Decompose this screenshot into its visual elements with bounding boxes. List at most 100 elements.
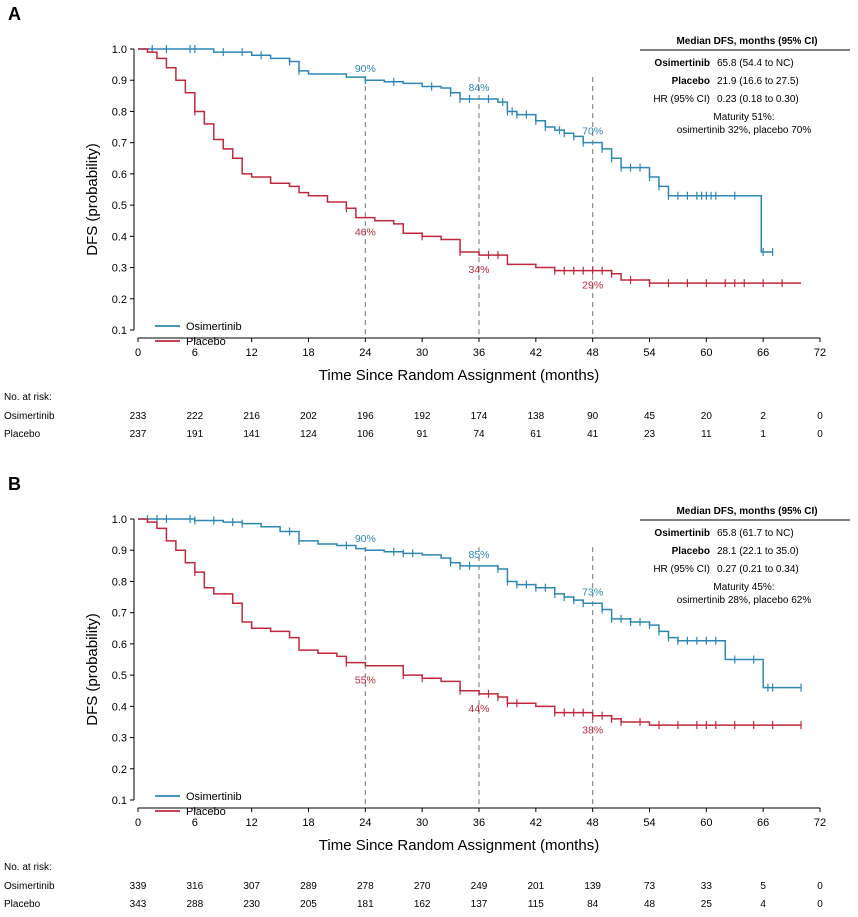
x-tick-label: 48 [587, 347, 599, 359]
risk-count: 33 [701, 881, 713, 892]
legend-label-placebo: Placebo [186, 336, 226, 348]
x-tick-label: 66 [757, 347, 769, 359]
y-tick-label: 0.8 [112, 576, 127, 588]
x-tick-label: 18 [302, 347, 314, 359]
risk-count: 84 [587, 899, 599, 910]
panel-b: B 0.1 0.2 0.3 0.4 0.5 0.6 0.7 0.8 0.9 1.0 0 6 12 18 24 3… [4, 474, 850, 910]
risk-count: 343 [130, 899, 147, 910]
risk-row-label: Placebo [4, 899, 41, 910]
x-tick-label: 72 [814, 347, 826, 359]
risk-count: 106 [357, 429, 374, 440]
y-tick-label: 0.7 [112, 608, 127, 620]
osimertinib-landmark-label: 90% [355, 63, 376, 75]
risk-count: 0 [817, 881, 823, 892]
risk-count: 316 [186, 881, 203, 892]
y-tick-label: 0.3 [112, 263, 127, 275]
y-tick-label: 0.9 [112, 545, 127, 557]
x-tick-label: 54 [643, 347, 655, 359]
x-tick-label: 0 [135, 347, 141, 359]
y-tick-label: 0.9 [112, 75, 127, 87]
x-tick-label: 60 [700, 347, 712, 359]
placebo-km-curve [138, 518, 802, 726]
risk-count: 278 [357, 881, 374, 892]
y-tick-label: 0.4 [112, 231, 127, 243]
risk-count: 289 [300, 881, 317, 892]
y-tick-label: 1.0 [112, 44, 127, 56]
risk-count: 73 [644, 881, 656, 892]
panel-letter: A [8, 4, 21, 24]
x-tick-label: 30 [416, 347, 428, 359]
x-tick-label: 66 [757, 817, 769, 829]
x-tick-label: 12 [246, 347, 258, 359]
x-axis-title: Time Since Random Assignment (months) [319, 367, 599, 384]
stats-header: Median DFS, months (95% CI) [676, 36, 817, 47]
stats-row-value: 65.8 (61.7 to NC) [717, 528, 794, 539]
x-tick-label: 60 [700, 817, 712, 829]
risk-count: 196 [357, 411, 374, 422]
x-tick-label: 0 [135, 817, 141, 829]
stats-row-label: HR (95% CI) [653, 94, 710, 105]
y-axis-title: DFS (probability) [84, 613, 101, 726]
x-tick-label: 72 [814, 817, 826, 829]
placebo-landmark-label: 55% [355, 675, 376, 687]
risk-count: 137 [471, 899, 488, 910]
osimertinib-landmark-label: 70% [582, 126, 603, 138]
y-tick-label: 0.3 [112, 733, 127, 745]
risk-count: 174 [471, 411, 488, 422]
stats-row-label: HR (95% CI) [653, 564, 710, 575]
risk-count: 2 [760, 411, 766, 422]
risk-count: 216 [243, 411, 260, 422]
maturity-detail: osimertinib 28%, placebo 62% [677, 595, 812, 606]
risk-count: 139 [584, 881, 601, 892]
x-tick-label: 42 [530, 817, 542, 829]
osimertinib-landmark-label: 73% [582, 586, 603, 598]
risk-count: 0 [817, 429, 823, 440]
x-tick-label: 24 [359, 347, 371, 359]
risk-count: 307 [243, 881, 260, 892]
risk-count: 20 [701, 411, 713, 422]
risk-count: 138 [527, 411, 544, 422]
x-tick-label: 24 [359, 817, 371, 829]
osimertinib-landmark-label: 85% [468, 549, 489, 561]
stats-row-label: Placebo [672, 546, 710, 557]
stats-row-label: Osimertinib [654, 528, 710, 539]
placebo-landmark-label: 38% [582, 725, 603, 737]
risk-count: 237 [130, 429, 147, 440]
x-tick-label: 36 [473, 347, 485, 359]
stats-row-label: Placebo [672, 76, 710, 87]
risk-row-label: Osimertinib [4, 881, 55, 892]
risk-count: 4 [760, 899, 766, 910]
placebo-landmark-label: 29% [582, 280, 603, 292]
x-tick-label: 12 [246, 817, 258, 829]
risk-count: 45 [644, 411, 656, 422]
x-axis-title: Time Since Random Assignment (months) [319, 837, 599, 854]
stats-row-value: 0.27 (0.21 to 0.34) [717, 564, 799, 575]
maturity-detail: osimertinib 32%, placebo 70% [677, 125, 812, 136]
stats-row-label: Osimertinib [654, 58, 710, 69]
risk-count: 202 [300, 411, 317, 422]
maturity-line: Maturity 45%: [713, 582, 774, 593]
osimertinib-landmark-label: 84% [468, 82, 489, 94]
risk-count: 222 [186, 411, 203, 422]
x-tick-label: 18 [302, 817, 314, 829]
risk-table-heading: No. at risk: [4, 392, 52, 403]
y-tick-label: 0.6 [112, 639, 127, 651]
risk-count: 23 [644, 429, 656, 440]
stats-row-value: 21.9 (16.6 to 27.5) [717, 76, 799, 87]
risk-count: 25 [701, 899, 713, 910]
y-tick-label: 0.2 [112, 294, 127, 306]
stats-row-value: 65.8 (54.4 to NC) [717, 58, 794, 69]
x-tick-label: 30 [416, 817, 428, 829]
risk-count: 90 [587, 411, 599, 422]
risk-count: 48 [644, 899, 656, 910]
risk-count: 11 [701, 429, 712, 440]
y-tick-label: 0.1 [112, 325, 127, 337]
risk-count: 74 [473, 429, 485, 440]
y-tick-label: 0.7 [112, 138, 127, 150]
stats-row-value: 0.23 (0.18 to 0.30) [717, 94, 799, 105]
risk-count: 230 [243, 899, 260, 910]
legend-label-osimertinib: Osimertinib [186, 791, 242, 803]
risk-count: 124 [300, 429, 317, 440]
placebo-landmark-label: 46% [355, 227, 376, 239]
